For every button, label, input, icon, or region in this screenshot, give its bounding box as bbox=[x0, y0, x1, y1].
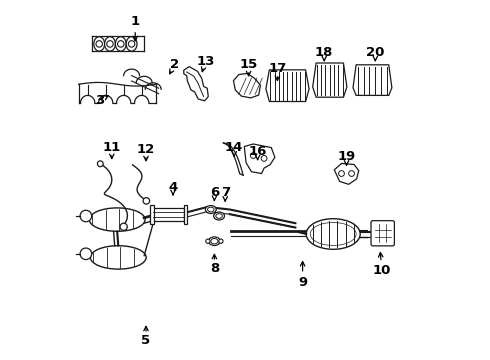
Polygon shape bbox=[266, 70, 309, 102]
Circle shape bbox=[80, 210, 92, 222]
Text: 7: 7 bbox=[220, 186, 230, 199]
Text: 12: 12 bbox=[137, 143, 155, 156]
Ellipse shape bbox=[104, 37, 116, 51]
Ellipse shape bbox=[90, 246, 146, 269]
Circle shape bbox=[250, 153, 256, 158]
Text: 8: 8 bbox=[210, 262, 219, 275]
Text: 13: 13 bbox=[196, 55, 215, 68]
Bar bbox=[184, 205, 187, 224]
FancyBboxPatch shape bbox=[371, 221, 394, 246]
Text: 16: 16 bbox=[248, 145, 267, 158]
Ellipse shape bbox=[116, 37, 126, 51]
Circle shape bbox=[96, 41, 102, 47]
Ellipse shape bbox=[306, 219, 360, 249]
Polygon shape bbox=[245, 144, 275, 174]
Circle shape bbox=[128, 41, 135, 47]
Ellipse shape bbox=[205, 206, 216, 213]
Ellipse shape bbox=[126, 37, 137, 51]
Ellipse shape bbox=[214, 212, 224, 220]
Polygon shape bbox=[313, 63, 347, 97]
Circle shape bbox=[143, 198, 149, 204]
Polygon shape bbox=[353, 65, 392, 95]
Polygon shape bbox=[233, 73, 261, 98]
Circle shape bbox=[107, 41, 113, 47]
Circle shape bbox=[80, 248, 92, 260]
Circle shape bbox=[206, 239, 210, 243]
Ellipse shape bbox=[89, 208, 145, 231]
Text: 17: 17 bbox=[268, 62, 287, 75]
Ellipse shape bbox=[216, 213, 222, 218]
Circle shape bbox=[339, 171, 344, 176]
Text: 10: 10 bbox=[372, 264, 391, 276]
Text: 18: 18 bbox=[315, 46, 333, 59]
Circle shape bbox=[120, 223, 127, 230]
Circle shape bbox=[98, 161, 103, 167]
Circle shape bbox=[349, 171, 354, 176]
Text: 14: 14 bbox=[225, 141, 244, 154]
Circle shape bbox=[118, 41, 124, 47]
Ellipse shape bbox=[209, 237, 220, 246]
Text: 15: 15 bbox=[240, 58, 258, 71]
Circle shape bbox=[261, 156, 267, 161]
Text: 9: 9 bbox=[298, 276, 307, 289]
Text: 20: 20 bbox=[366, 46, 385, 59]
Ellipse shape bbox=[94, 37, 104, 51]
Text: 2: 2 bbox=[170, 58, 179, 71]
Bar bbox=[150, 205, 154, 224]
Ellipse shape bbox=[211, 238, 218, 244]
Text: 3: 3 bbox=[95, 94, 104, 107]
Text: 11: 11 bbox=[103, 141, 121, 154]
Text: 4: 4 bbox=[169, 181, 177, 194]
Polygon shape bbox=[334, 163, 359, 184]
Text: 19: 19 bbox=[338, 150, 356, 163]
Text: 1: 1 bbox=[131, 15, 140, 28]
Text: 6: 6 bbox=[210, 186, 219, 199]
Ellipse shape bbox=[208, 207, 214, 212]
Bar bbox=[153, 208, 184, 221]
Text: 5: 5 bbox=[142, 334, 150, 347]
Circle shape bbox=[219, 239, 223, 243]
Polygon shape bbox=[184, 67, 208, 101]
